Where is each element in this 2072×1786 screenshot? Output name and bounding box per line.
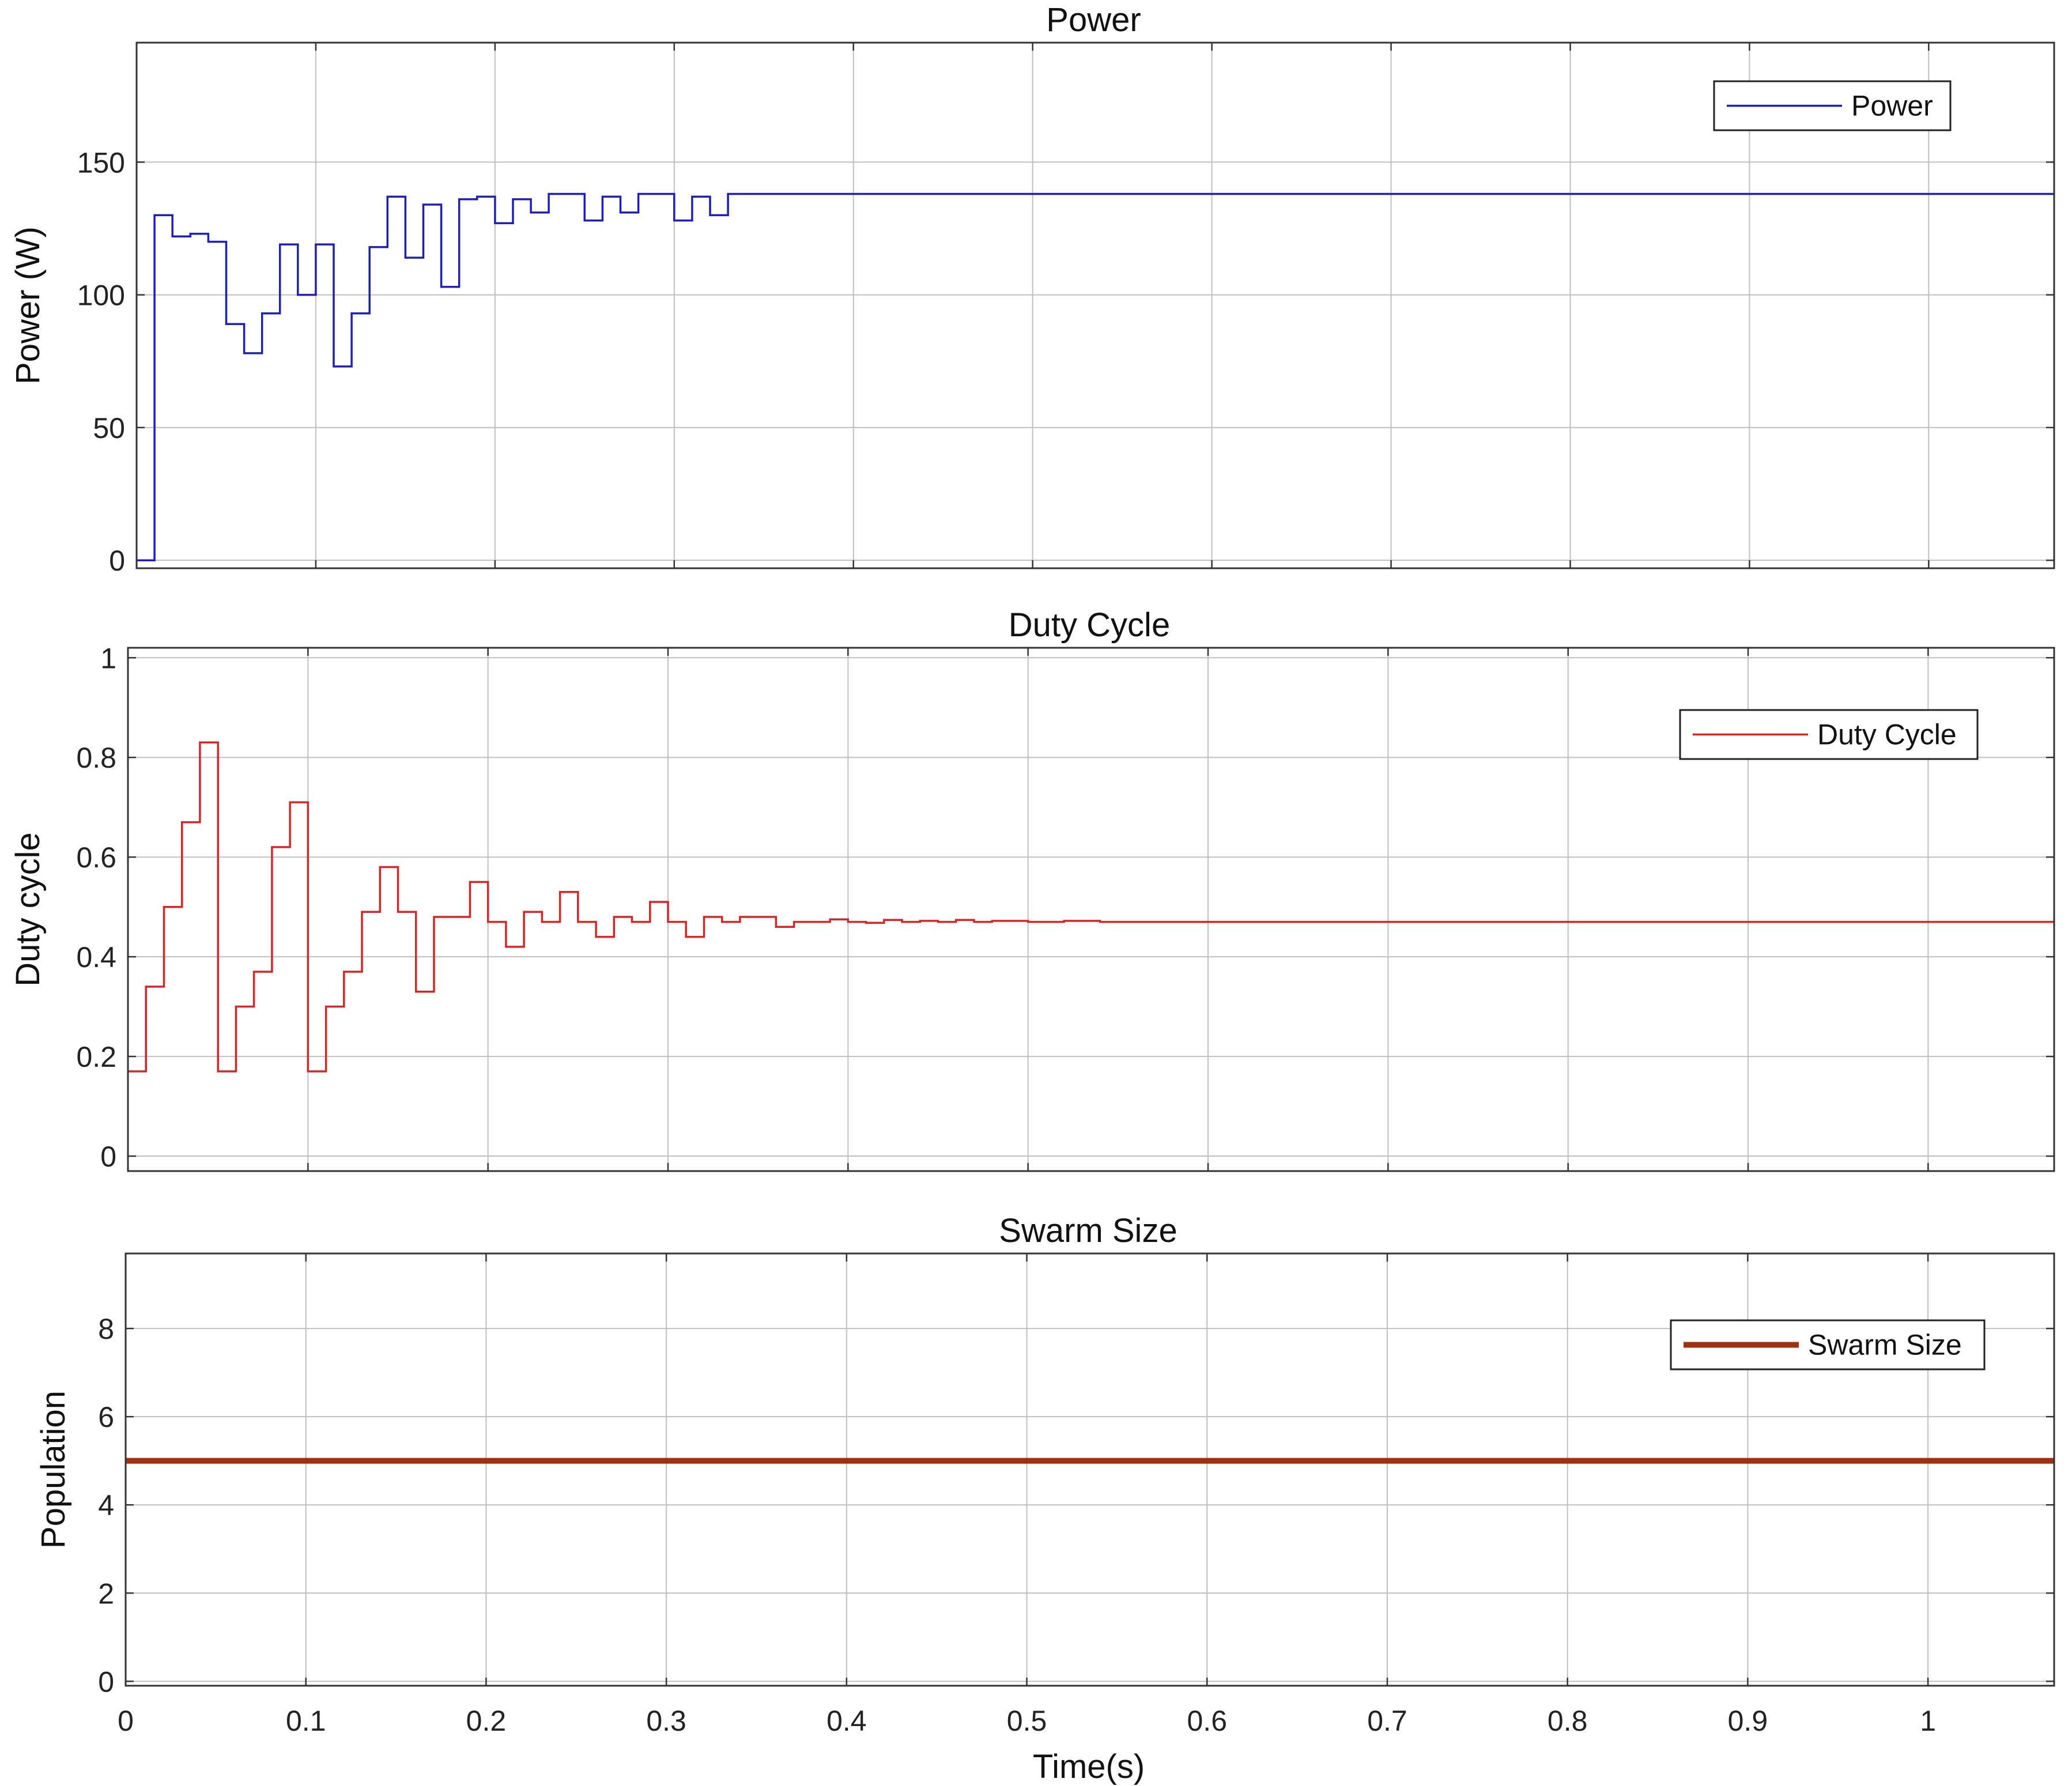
- x-tick-label: 0.4: [826, 1705, 867, 1737]
- y-axis-label: Population: [35, 1391, 72, 1549]
- y-tick-label: 2: [98, 1577, 114, 1610]
- y-tick-label: 0.4: [76, 941, 116, 973]
- chart-title: Power: [1046, 1, 1141, 39]
- y-tick-label: 150: [77, 146, 125, 179]
- axes-frame: [135, 41, 2055, 569]
- y-axis-label: Power (W): [9, 226, 47, 384]
- plot-area: [126, 1253, 2054, 1686]
- chart-title: Duty Cycle: [1009, 606, 1170, 644]
- y-tick-label: 6: [98, 1401, 114, 1433]
- series-line-duty: [128, 741, 2054, 1073]
- y-tick-label: 0.6: [76, 841, 116, 874]
- y-tick-label: 50: [93, 412, 125, 444]
- x-tick-label: 0.5: [1007, 1705, 1047, 1737]
- y-tick-label: 0: [100, 1141, 116, 1173]
- grid-lines: [136, 43, 2054, 568]
- legend: Power: [1713, 80, 1952, 131]
- y-tick-label: 8: [98, 1313, 114, 1345]
- y-tick-label: 1: [100, 642, 116, 674]
- y-tick-label: 4: [98, 1489, 114, 1521]
- x-tick-label: 0.8: [1548, 1705, 1588, 1737]
- y-tick-label: 0.8: [76, 742, 116, 774]
- x-axis-label: Time(s): [1033, 1748, 1145, 1785]
- chart-duty: 0 0.2 0.4 0.6 0.8 1 Duty Cycle Duty cycle Duty C…: [9, 606, 2055, 1173]
- x-tick-label: 0.2: [466, 1705, 507, 1737]
- legend-label: Power: [1851, 90, 1933, 122]
- y-tick-label: 0: [109, 545, 125, 577]
- chart-power: 0 50 100 150 Power Power (W) Power: [9, 1, 2055, 577]
- legend: Duty Cycle: [1679, 709, 1979, 760]
- legend: Swarm Size: [1670, 1319, 1986, 1370]
- series-line-power: [137, 192, 2054, 561]
- legend-label: Swarm Size: [1808, 1329, 1962, 1361]
- x-tick-label: 0.7: [1367, 1705, 1407, 1737]
- y-tick-label: 0.2: [76, 1041, 116, 1073]
- x-tick-label: 1: [1920, 1705, 1936, 1737]
- chart-swarm: 0 2 4 6 8 0 0.1 0.2 0.3 0.4 0.5 0.6 0.7 0.8 0.9 1 Swarm …: [35, 1212, 2055, 1785]
- y-tick-label: 0: [98, 1666, 114, 1698]
- grid-lines: [125, 1253, 2054, 1686]
- tick-marks: [124, 1253, 2054, 1686]
- x-tick-label: 0.1: [286, 1705, 326, 1737]
- axes-frame: [127, 647, 2055, 1172]
- y-tick-label: 100: [77, 280, 125, 312]
- x-tick-label: 0.6: [1187, 1705, 1228, 1737]
- axes-frame: [124, 1252, 2055, 1687]
- x-tick-label: 0.9: [1728, 1705, 1768, 1737]
- y-axis-label: Duty cycle: [9, 832, 47, 987]
- x-tick-label: 0: [118, 1705, 134, 1737]
- legend-label: Duty Cycle: [1817, 719, 1957, 751]
- chart-title: Swarm Size: [999, 1212, 1177, 1249]
- x-tick-label: 0.3: [646, 1705, 686, 1737]
